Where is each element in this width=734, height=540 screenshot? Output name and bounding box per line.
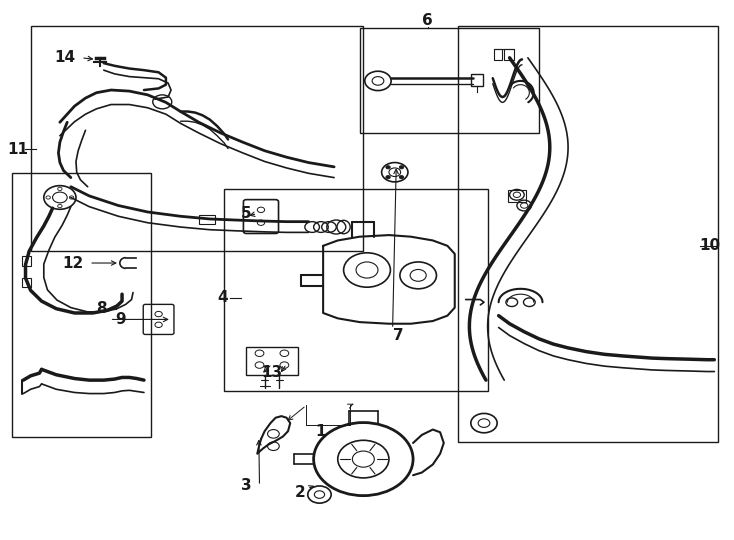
Text: 4: 4 [218, 291, 228, 306]
Text: 8: 8 [96, 301, 107, 316]
Bar [504, 49, 514, 60]
Bar [360, 28, 539, 133]
Text: 1: 1 [316, 424, 326, 438]
Text: 7: 7 [393, 328, 404, 343]
Circle shape [399, 166, 404, 169]
Bar [508, 190, 526, 202]
Bar [22, 278, 31, 287]
Text: 2: 2 [294, 485, 305, 501]
Bar [470, 75, 482, 86]
Bar [459, 25, 718, 442]
Bar [247, 347, 297, 375]
Bar [199, 215, 215, 224]
Circle shape [386, 166, 390, 169]
Text: 5: 5 [241, 206, 252, 221]
Text: 6: 6 [422, 13, 433, 28]
Text: 13: 13 [261, 364, 283, 380]
Bar [12, 173, 151, 436]
Bar [31, 25, 363, 251]
Text: 11: 11 [7, 141, 28, 157]
Text: 3: 3 [241, 478, 252, 494]
Bar [493, 49, 502, 60]
Text: 10: 10 [700, 238, 721, 253]
Circle shape [386, 176, 390, 179]
Text: 12: 12 [62, 255, 84, 271]
Circle shape [399, 176, 404, 179]
Text: 14: 14 [54, 50, 76, 65]
Text: 9: 9 [115, 312, 126, 327]
Bar [22, 256, 31, 266]
Bar [225, 190, 487, 391]
